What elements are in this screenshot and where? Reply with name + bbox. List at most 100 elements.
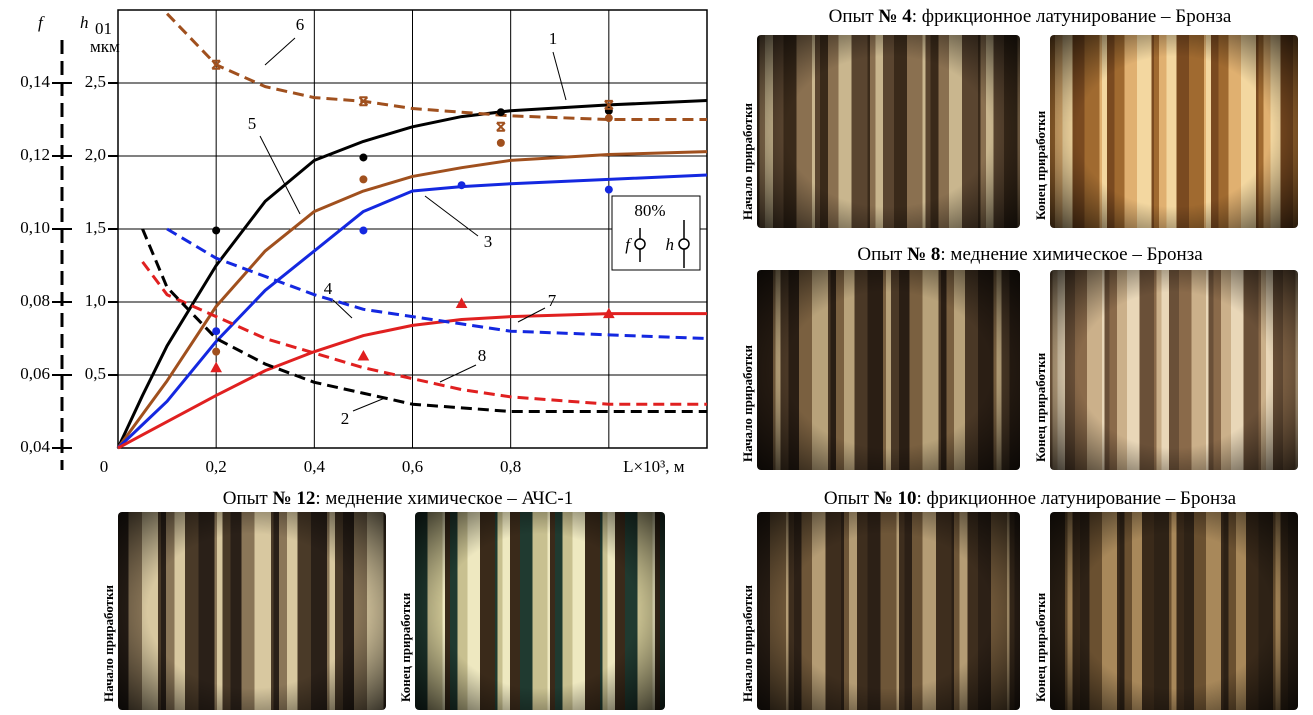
curve-label: 4 — [324, 279, 333, 298]
y-tick-label: 0,5 — [85, 364, 106, 383]
plot-frame — [117, 9, 708, 449]
data-point — [602, 307, 615, 319]
caption-part: Опыт — [823, 488, 874, 509]
curve-label: 2 — [341, 409, 350, 428]
photo — [415, 512, 665, 710]
x-tick-label: 0,8 — [500, 457, 521, 476]
x-tick-label: 0,4 — [304, 457, 326, 476]
curve — [116, 150, 708, 449]
y2-tick-label: 0,08 — [20, 291, 50, 310]
photo — [757, 35, 1020, 228]
y2-tick-label: 0,14 — [20, 72, 50, 91]
y-tick-label: 2,5 — [85, 72, 106, 91]
data-point — [359, 175, 368, 184]
data-point — [496, 108, 505, 117]
data-point — [358, 96, 369, 107]
y2-tick-label: 0,04 — [20, 437, 50, 456]
leader-line — [259, 135, 301, 215]
data-point — [457, 181, 466, 190]
curve-label: 3 — [484, 232, 493, 251]
photo — [1050, 35, 1298, 228]
leader-line — [439, 364, 477, 383]
panel-caption: Опыт № 4: фрикционное латунирование – Бр… — [730, 6, 1313, 28]
legend-title: 80% — [634, 201, 665, 220]
leader-line — [332, 299, 353, 319]
caption-part: : меднение химическое – Бронза — [940, 244, 1203, 265]
x-tick-label: 0,6 — [402, 457, 423, 476]
photo — [1050, 270, 1298, 470]
x-tick-label: 0,2 — [206, 457, 227, 476]
data-point — [496, 121, 506, 132]
data-point — [212, 347, 221, 356]
leader-line — [517, 307, 546, 323]
photo-label: Конец приработки — [1033, 110, 1048, 220]
curve — [117, 312, 707, 450]
leader-line — [352, 397, 386, 412]
x-tick-label: L×10³, м — [623, 457, 685, 476]
caption-part: Опыт — [828, 6, 879, 27]
curve — [116, 173, 708, 450]
leader-line — [424, 195, 479, 237]
data-point — [604, 99, 614, 110]
data-point — [212, 327, 221, 336]
axis-title-sub: 01 — [95, 19, 112, 38]
curve — [141, 260, 707, 406]
data-point — [357, 349, 370, 361]
y-tick-label: 1,5 — [85, 218, 106, 237]
caption-part: : фрикционное латунирование – Бронза — [911, 6, 1232, 27]
curve-label: 5 — [248, 114, 257, 133]
legend-item: f — [625, 235, 632, 254]
curve-label: 6 — [296, 15, 305, 34]
panel-caption: Опыт № 12: меднение химическое – АЧС-1 — [98, 488, 698, 510]
y2-tick-label: 0,12 — [20, 145, 50, 164]
curve — [166, 12, 707, 121]
axis-title: f — [38, 13, 45, 32]
data-point — [604, 185, 613, 194]
photo — [757, 512, 1020, 710]
y2-tick-label: 0,10 — [20, 218, 50, 237]
leader-line — [552, 51, 567, 101]
data-point — [604, 114, 613, 123]
curve-label: 7 — [548, 291, 557, 310]
legend-marker — [678, 238, 690, 250]
curve — [116, 99, 708, 449]
photo-label: Начало приработки — [740, 584, 755, 702]
y-tick-label: 2,0 — [85, 145, 106, 164]
caption-part: № 4 — [878, 6, 912, 27]
data-point — [210, 361, 223, 373]
photo — [1050, 512, 1298, 710]
y-tick-label: 1,0 — [85, 291, 106, 310]
legend-item: h — [666, 235, 675, 254]
photo — [757, 270, 1020, 470]
data-point — [455, 297, 468, 308]
legend-box — [611, 195, 701, 271]
y2-tick-label: 0,06 — [20, 364, 50, 383]
panel-caption: Опыт № 8: меднение химическое – Бронза — [730, 244, 1313, 266]
curve — [141, 228, 707, 413]
caption-part: Опыт — [857, 244, 908, 265]
leader-line — [264, 37, 296, 66]
curve-label: 8 — [478, 346, 487, 365]
caption-part: № 12 — [272, 488, 316, 509]
caption-part: : фрикционное латунирование – Бронза — [916, 488, 1237, 509]
photo-label: Конец приработки — [398, 592, 413, 702]
data-point — [359, 226, 368, 235]
data-point — [359, 153, 368, 162]
x-tick-label: 0 — [100, 457, 109, 476]
photo-label: Конец приработки — [1033, 592, 1048, 702]
caption-part: № 8 — [907, 244, 941, 265]
data-point — [211, 59, 221, 70]
photo — [118, 512, 386, 710]
photo-label: Начало приработки — [101, 584, 116, 702]
axis-unit: мкм — [90, 37, 120, 56]
curve-label: 1 — [549, 29, 558, 48]
axis-title: h — [80, 13, 89, 32]
photo-label: Начало приработки — [740, 344, 755, 462]
caption-part: № 10 — [873, 488, 917, 509]
panel-caption: Опыт № 10: фрикционное латунирование – Б… — [730, 488, 1313, 510]
photo-label: Конец приработки — [1033, 352, 1048, 462]
photo-label: Начало приработки — [740, 102, 755, 220]
data-point — [212, 226, 221, 235]
